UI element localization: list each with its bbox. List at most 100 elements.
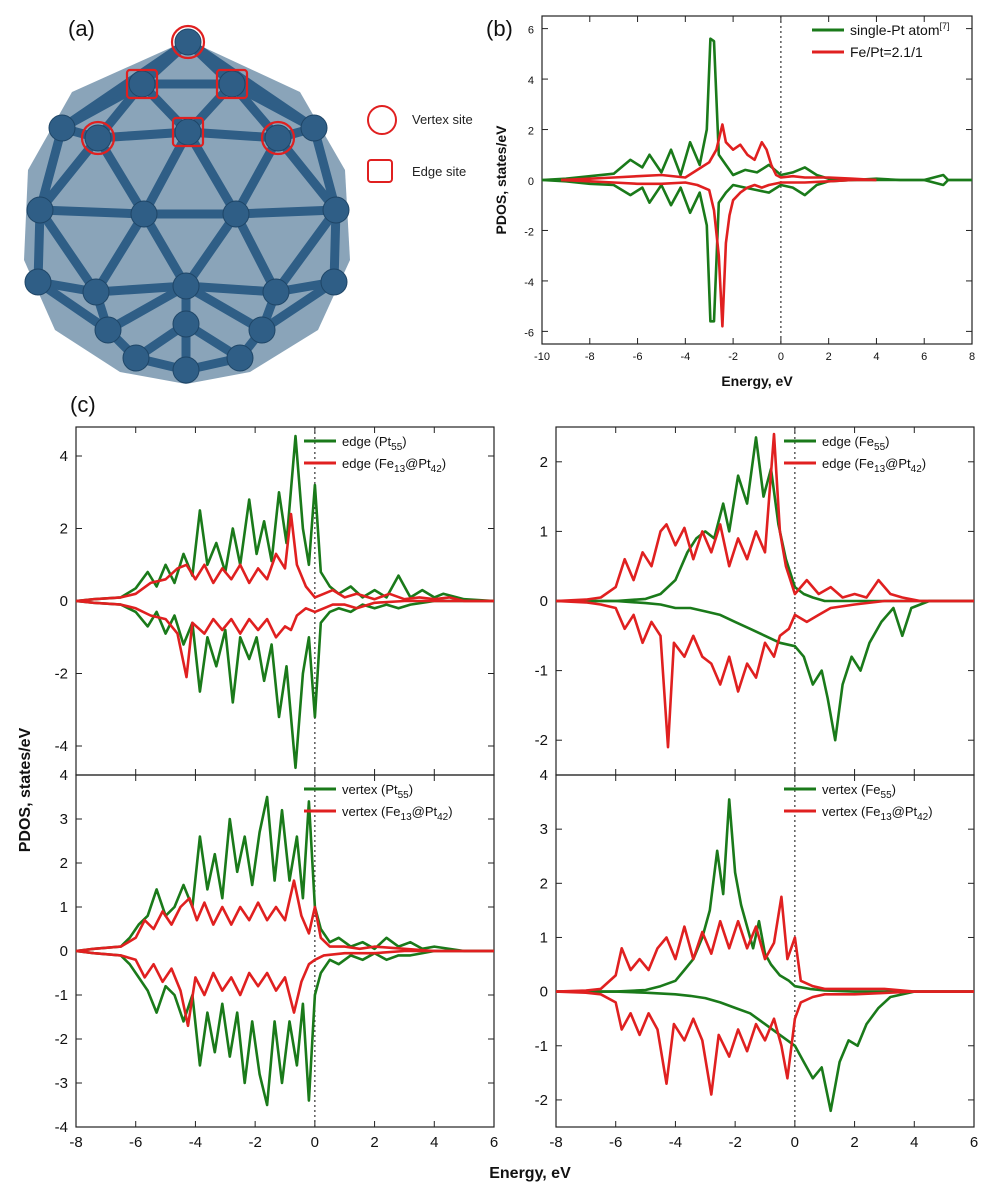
x-tick-label: -4	[189, 1134, 202, 1151]
panel-label-a: (a)	[68, 16, 95, 41]
series-line-red-down	[555, 990, 974, 1096]
cluster-atom	[128, 70, 156, 98]
y-tick-label: 2	[60, 855, 68, 872]
edge-site-marker	[171, 116, 205, 148]
legend-label: edge (Pt55)	[342, 434, 407, 453]
plot-c-vertex-pt: -8 -6 -4 -2 0 2 4 6 -4 -3 -2 -1 0 1 2 3 4 vertex (Pt55) ve…	[55, 767, 499, 1151]
y-tick-label: 4	[528, 75, 534, 87]
series-line-red-up	[75, 879, 494, 953]
vertex-site-marker-icon	[367, 105, 397, 135]
y-tick-label: 4	[540, 767, 548, 784]
plot-frame	[555, 774, 975, 1128]
y-tick-label: 2	[540, 875, 548, 892]
x-tick-label: 6	[490, 1134, 498, 1151]
x-tick-label: 0	[311, 1134, 319, 1151]
cluster-bond	[103, 281, 191, 335]
x-tick-label: -6	[129, 1134, 142, 1151]
x-tick-label: 2	[370, 1134, 378, 1151]
y-tick-label: 3	[540, 821, 548, 838]
cluster-atom	[262, 278, 290, 306]
cluster-atom	[222, 200, 250, 228]
y-tick-label: -6	[524, 327, 534, 339]
x-tick-label: -4	[680, 351, 690, 363]
legend-label: Fe/Pt=2.1/1	[850, 44, 923, 60]
edge-site-marker-icon	[367, 159, 393, 183]
cluster-bond	[57, 37, 193, 133]
series-line-red-up	[555, 895, 974, 993]
legend-label: edge (Fe55)	[822, 434, 890, 453]
cluster-bond	[35, 123, 67, 215]
y-tick-label: -3	[55, 1075, 68, 1092]
series-line-green-down	[75, 599, 494, 770]
cluster-bond	[35, 205, 101, 297]
series-line-red-down	[75, 949, 494, 1028]
y-tick-label: 1	[540, 929, 548, 946]
series-line-green-down	[75, 949, 494, 1107]
y-tick-label: 4	[60, 767, 68, 784]
x-tick-label: 4	[873, 351, 879, 363]
y-tick-label: 2	[528, 126, 534, 138]
cluster-bond	[33, 277, 113, 335]
vertex-site-marker	[260, 120, 296, 156]
series-line-green-up	[556, 798, 974, 993]
y-tick-label: 6	[528, 25, 534, 37]
cluster-bond	[257, 277, 339, 335]
edge-site-marker	[215, 68, 249, 100]
x-tick-label: 6	[970, 1134, 978, 1151]
cluster-bond	[91, 281, 191, 297]
x-tick-label: -8	[549, 1134, 562, 1151]
x-tick-label: -8	[585, 351, 595, 363]
panel-label-b: (b)	[486, 16, 513, 41]
cluster-atom	[218, 70, 246, 98]
cluster-atom	[300, 114, 328, 142]
legend-label: edge (Fe13@Pt42)	[822, 456, 926, 475]
cluster-bond	[181, 281, 281, 297]
legend-label: vertex (Fe13@Pt42)	[342, 804, 453, 823]
cluster-bond	[231, 205, 341, 219]
plot-c-edge-fe: -2 -1 0 1 2 edge (Fe55) edge (Fe13@Pt42)	[535, 426, 975, 776]
vertex-site-marker	[80, 120, 116, 156]
x-tick-label: 4	[430, 1134, 438, 1151]
cluster-bond	[231, 209, 281, 297]
x-tick-label: 0	[791, 1134, 799, 1151]
cluster-atom	[172, 356, 200, 384]
cluster-atom	[130, 200, 158, 228]
x-tick-label: 8	[969, 351, 975, 363]
vertex-site-marker	[170, 24, 206, 60]
y-tick-label: 0	[60, 943, 68, 960]
cluster-bond	[35, 205, 149, 219]
panel-c-ylabel: PDOS, states/eV	[17, 727, 34, 852]
x-tick-label: 6	[921, 351, 927, 363]
y-tick-label: -1	[55, 987, 68, 1004]
series-line-green-down	[556, 990, 974, 1113]
y-tick-label: -1	[535, 1038, 548, 1055]
cluster-atom	[174, 28, 202, 56]
x-tick-label: -4	[669, 1134, 682, 1151]
series-line-green-up	[75, 795, 494, 953]
y-tick-label: -2	[535, 732, 548, 749]
x-tick-label: -2	[728, 351, 738, 363]
legend-label: vertex (Fe55)	[822, 782, 896, 801]
y-tick-label: -1	[535, 663, 548, 680]
legend-label: edge (Fe13@Pt42)	[342, 456, 446, 475]
series-line-green-up	[75, 434, 495, 603]
cluster-bond	[271, 205, 341, 297]
y-tick-label: 2	[540, 454, 548, 471]
cluster-bond	[183, 37, 319, 133]
x-tick-label: -8	[69, 1134, 82, 1151]
site-legend: Vertex site Edge site	[367, 105, 473, 183]
legend-label: single-Pt atom[7]	[850, 21, 950, 38]
x-tick-label: -6	[633, 351, 643, 363]
cluster-bond	[91, 209, 149, 297]
panel-b-xlabel: Energy, eV	[721, 373, 793, 389]
y-tick-label: 1	[60, 899, 68, 916]
cluster-atom	[320, 268, 348, 296]
y-tick-label: 3	[60, 811, 68, 828]
series-line-green-down	[541, 178, 972, 323]
x-tick-label: 0	[778, 351, 784, 363]
cluster-atom	[82, 278, 110, 306]
panel-label-c: (c)	[70, 392, 96, 417]
cluster-bond	[139, 209, 191, 291]
y-tick-label: -4	[524, 277, 534, 289]
